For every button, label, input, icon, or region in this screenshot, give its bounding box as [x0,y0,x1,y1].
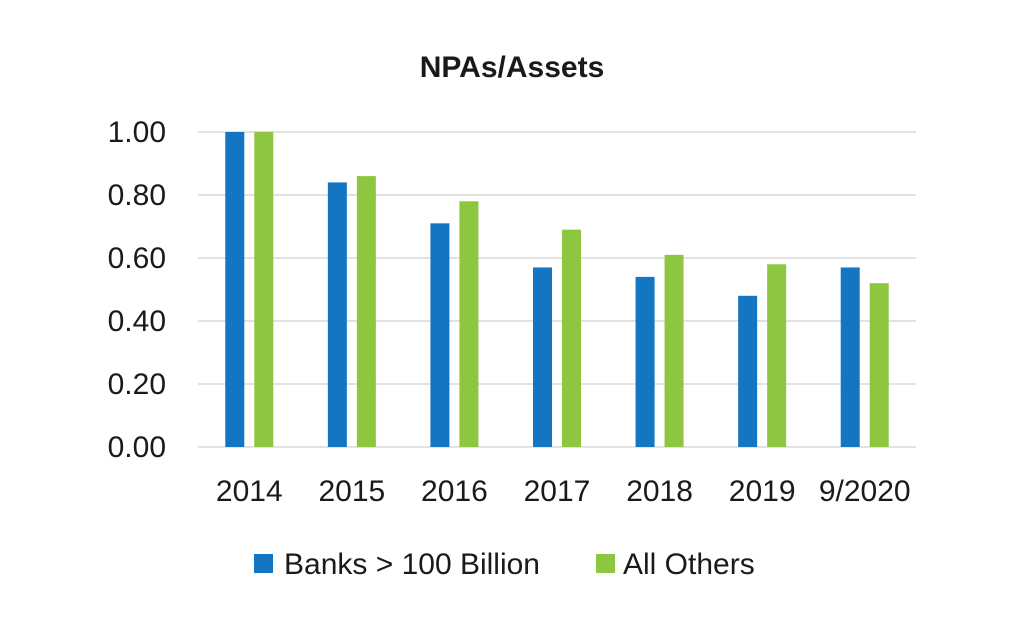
bar-others [254,132,274,447]
x-tick-label: 2016 [421,475,488,508]
y-tick-label: 0.20 [108,368,166,401]
bar-banks [840,267,860,447]
bar-others [869,283,889,447]
bar-others [356,176,376,447]
legend-swatch [254,554,273,573]
x-tick-label: 2014 [216,475,283,508]
x-tick-label: 2018 [626,475,693,508]
legend-label: All Others [623,548,755,581]
x-tick-label: 9/2020 [819,475,911,508]
legend-label: Banks > 100 Billion [284,548,540,581]
legend: Banks > 100 Billion All Others [254,548,755,581]
bar-others [664,254,684,447]
y-tick-label: 0.80 [108,179,166,212]
x-tick-label: 2019 [729,475,796,508]
bar-others [767,264,787,447]
bar-banks [635,276,655,447]
bar-others [562,229,581,447]
bar-banks [327,182,347,447]
legend-swatch [596,554,615,573]
y-tick-label: 0.60 [108,242,166,275]
bar-banks [738,295,758,447]
bar-banks [533,267,552,447]
bar-banks [430,223,450,447]
y-tick-label: 0.40 [108,305,166,338]
bars [225,132,889,447]
y-tick-label: 0.00 [108,431,166,464]
x-tick-label: 2017 [524,475,591,508]
y-tick-label: 1.00 [108,116,166,149]
bar-others [459,201,479,447]
x-axis-ticks: 2014 2015 2016 2017 2018 2019 9/2020 [216,475,911,508]
gridlines [198,131,916,448]
chart-title: NPAs/Assets [420,51,605,84]
x-tick-label: 2015 [318,475,385,508]
y-axis-ticks: 0.00 0.20 0.40 0.60 0.80 1.00 [108,116,166,464]
bar-banks [225,132,245,447]
